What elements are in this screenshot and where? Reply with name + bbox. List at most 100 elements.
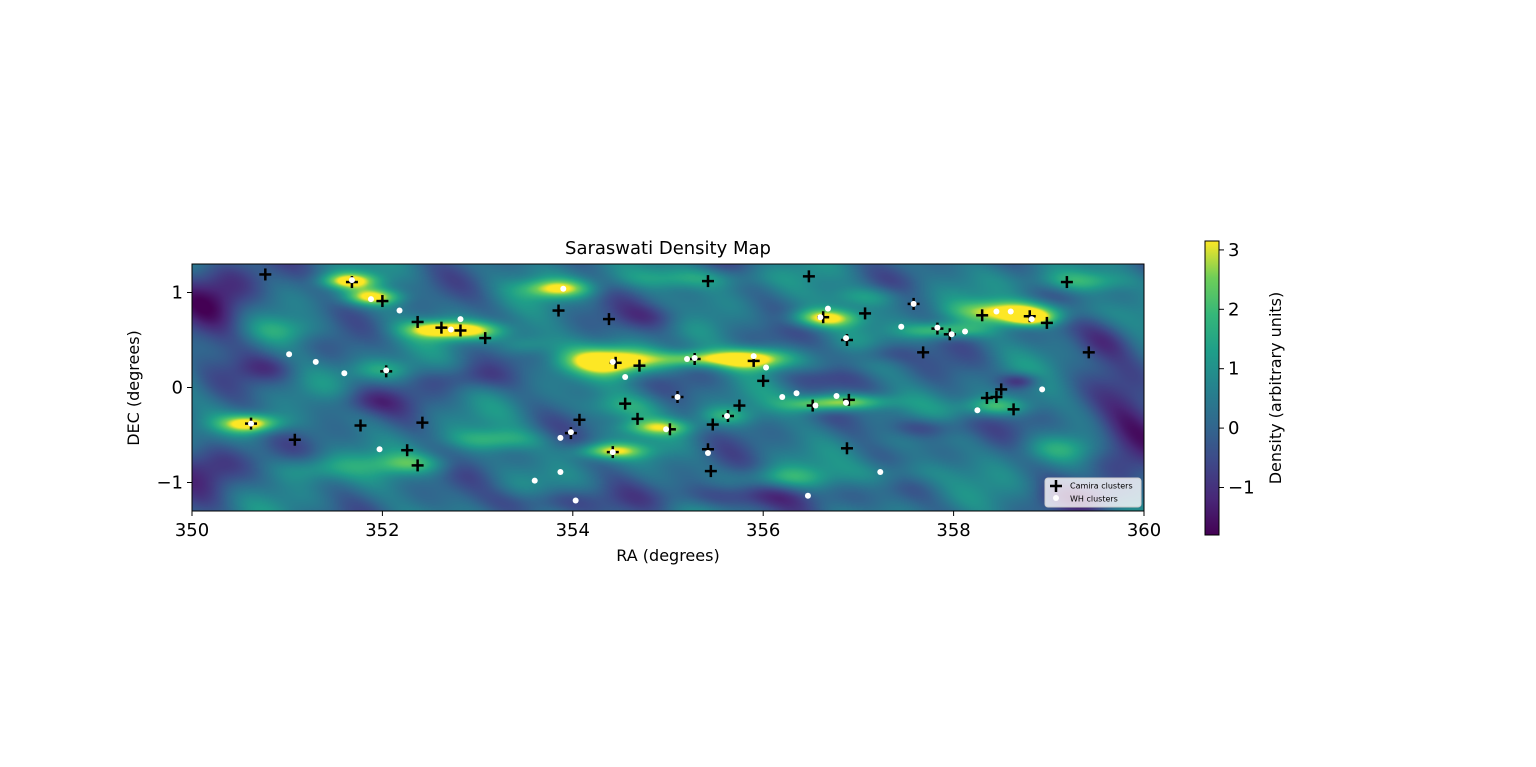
wh-cluster-marker xyxy=(824,305,831,312)
wh-cluster-marker xyxy=(396,307,403,314)
wh-cluster-marker xyxy=(793,390,800,397)
camira-cluster-marker xyxy=(259,268,272,281)
wh-cluster-marker xyxy=(898,323,905,330)
camira-cluster-marker xyxy=(704,465,717,478)
wh-cluster-marker xyxy=(557,469,564,476)
wh-cluster-marker xyxy=(974,407,981,414)
camira-cluster-marker xyxy=(976,309,989,322)
y-axis-label: DEC (degrees) xyxy=(124,330,143,446)
colorbar-tick-label: 2 xyxy=(1228,299,1239,320)
camira-cluster-marker xyxy=(840,442,853,455)
colorbar-label: Density (arbitrary units) xyxy=(1266,292,1285,485)
wh-cluster-marker xyxy=(609,449,616,456)
colorbar-tick-label: 1 xyxy=(1228,359,1239,380)
wh-cluster-marker xyxy=(750,353,757,360)
camira-cluster-marker xyxy=(619,397,632,410)
wh-cluster-marker xyxy=(286,351,293,358)
wh-cluster-marker xyxy=(560,285,567,292)
wh-cluster-marker xyxy=(763,364,770,371)
y-tick-label: 0 xyxy=(172,378,183,399)
wh-cluster-marker xyxy=(843,399,850,406)
camira-cluster-marker xyxy=(288,433,301,446)
colorbar-tick-label: 0 xyxy=(1228,418,1239,439)
camira-cluster-marker xyxy=(631,412,644,425)
x-axis-label: RA (degrees) xyxy=(616,546,719,565)
legend-camira-label: Camira clusters xyxy=(1070,482,1133,491)
colorbar-tick-label: 3 xyxy=(1228,240,1239,261)
wh-cluster-marker xyxy=(934,324,941,331)
wh-cluster-marker xyxy=(248,420,255,427)
wh-cluster-marker xyxy=(724,413,731,419)
x-tick-label: 358 xyxy=(936,520,970,541)
x-tick-label: 352 xyxy=(365,520,399,541)
y-axis: −1 0 1 xyxy=(156,283,192,494)
wh-cluster-marker xyxy=(843,335,850,342)
density-heatmap xyxy=(192,264,1144,511)
wh-cluster-marker xyxy=(622,374,629,381)
wh-cluster-marker xyxy=(447,326,454,333)
camira-cluster-marker xyxy=(701,275,714,288)
camira-cluster-marker xyxy=(1060,276,1073,289)
camira-cluster-marker xyxy=(1082,346,1095,359)
wh-cluster-marker xyxy=(674,394,681,400)
y-tick-label: −1 xyxy=(156,473,183,494)
wh-cluster-marker xyxy=(367,296,374,303)
chart-title: Saraswati Density Map xyxy=(565,238,771,259)
camira-cluster-marker xyxy=(859,307,872,320)
wh-cluster-marker xyxy=(817,314,824,321)
y-tick-label: 1 xyxy=(172,283,183,304)
wh-cluster-marker xyxy=(804,492,811,499)
wh-cluster-marker xyxy=(691,355,698,362)
wh-cluster-marker xyxy=(312,358,319,365)
wh-cluster-marker xyxy=(557,434,564,441)
legend-camira-marker xyxy=(1050,480,1062,492)
camira-cluster-marker xyxy=(435,321,448,334)
camira-cluster-marker xyxy=(354,419,367,432)
wh-cluster-marker xyxy=(531,477,538,484)
camira-cluster-marker xyxy=(552,304,565,317)
colorbar-gradient xyxy=(1204,240,1220,536)
camira-cluster-marker xyxy=(401,444,414,457)
x-tick-label: 360 xyxy=(1127,520,1161,541)
colorbar-tick-label: −1 xyxy=(1228,477,1255,498)
wh-cluster-marker xyxy=(572,497,579,504)
wh-cluster-marker xyxy=(341,370,348,377)
camira-cluster-marker xyxy=(454,324,467,337)
camira-cluster-marker xyxy=(376,295,389,308)
wh-cluster-marker xyxy=(877,469,884,476)
wh-cluster-marker xyxy=(376,446,383,453)
wh-cluster-marker xyxy=(663,426,670,433)
camira-cluster-marker xyxy=(633,359,646,372)
wh-cluster-marker xyxy=(704,450,711,457)
legend-frame xyxy=(1044,477,1142,508)
wh-cluster-marker xyxy=(812,402,819,409)
camira-cluster-marker xyxy=(757,374,770,387)
camira-cluster-marker xyxy=(416,416,429,429)
camira-cluster-marker xyxy=(802,270,815,283)
legend-wh-label: WH clusters xyxy=(1070,495,1118,504)
wh-cluster-marker xyxy=(567,429,574,436)
camira-cluster-marker xyxy=(411,315,424,328)
wh-cluster-marker xyxy=(962,328,969,335)
wh-cluster-marker xyxy=(779,394,786,400)
camira-cluster-marker xyxy=(995,383,1008,396)
camira-cluster-marker xyxy=(733,399,746,412)
legend: Camira clusters WH clusters xyxy=(1044,477,1142,508)
camira-cluster-marker xyxy=(917,346,930,359)
camira-cluster-marker xyxy=(990,391,1003,403)
wh-cluster-marker xyxy=(1039,386,1046,393)
x-tick-label: 350 xyxy=(175,520,209,541)
wh-cluster-marker xyxy=(1007,308,1014,315)
wh-cluster-marker xyxy=(383,367,390,374)
wh-cluster-marker xyxy=(948,331,955,338)
wh-cluster-marker xyxy=(1028,316,1035,323)
camira-cluster-marker xyxy=(602,313,615,326)
wh-cluster-marker xyxy=(348,277,355,284)
camira-cluster-marker xyxy=(411,459,424,472)
wh-cluster-marker xyxy=(609,358,616,365)
wh-cluster-marker xyxy=(684,356,691,362)
wh-cluster-marker xyxy=(910,300,917,307)
camira-cluster-marker xyxy=(479,332,492,345)
camira-cluster-marker xyxy=(706,418,719,431)
